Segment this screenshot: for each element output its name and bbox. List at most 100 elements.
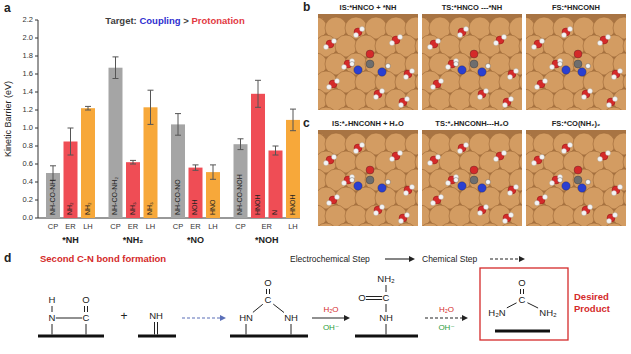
- slab-bg: [526, 14, 626, 110]
- bond: [386, 324, 387, 335]
- hydrogen: [342, 181, 347, 186]
- metal-atom: [526, 107, 545, 110]
- hydrogen: [404, 75, 409, 80]
- hydrogen: [568, 143, 573, 148]
- slab-bg: [318, 130, 418, 226]
- metal-atom: [543, 223, 565, 226]
- hydrogen: [494, 157, 499, 162]
- adsorbate-atom: [354, 66, 362, 74]
- arrow-line: [312, 317, 345, 318]
- bar: [189, 168, 203, 218]
- caption: FS:*CO(NH₂)₂: [552, 119, 601, 128]
- hydrogen: [354, 149, 359, 154]
- hydrogen: [582, 95, 587, 100]
- hydrogen: [327, 85, 332, 90]
- hydrogen: [509, 97, 514, 102]
- title-part: Protonation: [191, 15, 244, 26]
- bar: [109, 68, 123, 218]
- bars: [46, 57, 300, 218]
- adsorbate-atom: [574, 50, 582, 58]
- hydrogen: [606, 35, 611, 40]
- metal-atom: [325, 205, 347, 226]
- metal-atom: [519, 223, 522, 226]
- metal-atom: [375, 223, 397, 226]
- adsorbate-atom: [458, 66, 466, 74]
- error-bar: [50, 166, 56, 180]
- hydrogen: [550, 65, 555, 70]
- method-label: ER: [65, 222, 76, 231]
- caption: TS:*₂HNCONH---H₂O: [435, 119, 508, 128]
- metal-atom: [439, 223, 461, 226]
- bond: [366, 296, 382, 297]
- method-label: CP: [235, 222, 245, 231]
- hydrogen: [398, 151, 403, 156]
- hydrogen: [428, 45, 433, 50]
- hydrogen: [503, 219, 508, 224]
- metal-atom: [439, 107, 461, 110]
- metal-atom: [345, 205, 367, 226]
- adsorbate-atom: [574, 60, 582, 68]
- adsorbate-atom: [454, 62, 459, 67]
- error-bar: [238, 139, 244, 150]
- metal-atom: [385, 89, 407, 110]
- adsorbate-atom: [470, 166, 478, 174]
- title: Target: Coupling > Protonation: [105, 15, 245, 26]
- adsorbate-atom: [386, 64, 391, 69]
- metal-atom: [603, 223, 625, 226]
- atom-label: NH: [379, 312, 393, 323]
- hydrogen: [398, 35, 403, 40]
- adsorbate-atom: [366, 176, 374, 184]
- hydrogen: [607, 103, 612, 108]
- arrow-line: [425, 317, 463, 318]
- error-bar: [68, 128, 74, 155]
- metal-atom: [429, 89, 451, 110]
- bar: [171, 124, 185, 218]
- hydrogen: [354, 33, 359, 38]
- arrow-head: [409, 256, 415, 262]
- surface: [230, 335, 308, 338]
- structure: [318, 130, 418, 226]
- method-label: CP: [110, 222, 120, 231]
- error-bar: [175, 114, 181, 136]
- reagent: OH⁻: [323, 323, 339, 332]
- atom-label: C: [519, 294, 526, 305]
- hydrogen: [612, 75, 617, 80]
- metal-atom: [335, 107, 357, 110]
- hydrogen: [598, 157, 603, 162]
- bar: [46, 173, 60, 218]
- hydrogen: [484, 205, 489, 210]
- method-label: CP: [173, 222, 183, 231]
- metal-atom: [415, 223, 418, 226]
- hydrogen: [607, 219, 612, 224]
- hydrogen: [484, 89, 489, 94]
- hydrogen: [431, 201, 436, 206]
- atom-label: C: [83, 312, 90, 323]
- hydrogen: [428, 161, 433, 166]
- method-label: LH: [83, 222, 93, 231]
- hydrogen: [436, 39, 441, 44]
- atom-label: O: [358, 292, 365, 303]
- metal-atom: [422, 223, 441, 226]
- hydrogen: [502, 151, 507, 156]
- hydrogen: [503, 103, 508, 108]
- hydrogen: [532, 161, 537, 166]
- hydrogen: [613, 97, 618, 102]
- adsorbate-atom: [470, 50, 478, 58]
- atom-label: O: [264, 277, 271, 288]
- method-label: LH: [208, 222, 218, 231]
- hydrogen: [502, 35, 507, 40]
- figure: a0.00.20.40.60.81.01.21.41.61.82.02.2Kin…: [0, 0, 631, 354]
- method-label: ER: [262, 222, 273, 231]
- bond: [86, 324, 87, 335]
- bar-label: NH-CO-NO: [174, 179, 181, 215]
- metal-atom: [519, 107, 522, 110]
- error-bar: [148, 90, 154, 124]
- bond: [157, 322, 158, 335]
- bar-label: NH-CO-NOH: [236, 174, 243, 215]
- y-tick-label: 0.0: [23, 213, 33, 222]
- error-bar: [193, 165, 199, 170]
- method-label: ER: [128, 222, 139, 231]
- metal-atom: [469, 205, 491, 226]
- caption: FS:*HNCONH: [552, 3, 600, 12]
- method-label: ER: [190, 222, 201, 231]
